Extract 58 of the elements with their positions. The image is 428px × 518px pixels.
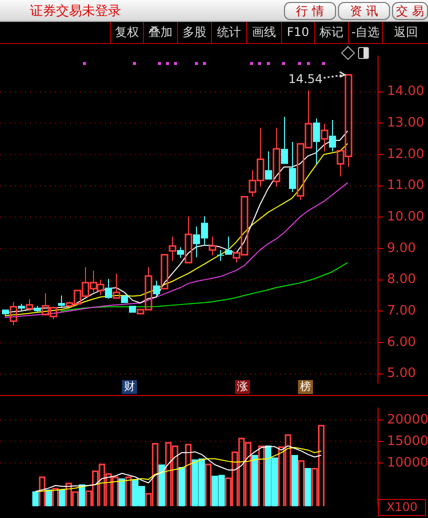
text: 交 易 <box>392 2 428 20</box>
candlestick <box>320 123 328 152</box>
annotation: 14.54 <box>288 72 323 86</box>
candlestick <box>329 120 336 152</box>
candlestick <box>289 141 296 193</box>
text: 标记 <box>314 22 348 43</box>
annotation: 涨 <box>235 380 250 394</box>
candlestick <box>58 294 65 309</box>
y-tick-label: 9.00 <box>387 240 416 256</box>
text: X100 <box>378 499 426 516</box>
text: 行 情 <box>284 2 336 20</box>
candlestick <box>272 127 280 187</box>
candlestick <box>208 236 216 256</box>
annotation: 财 <box>122 380 137 394</box>
candlestick <box>112 273 120 299</box>
y-tick-label: 20000 <box>387 412 428 428</box>
text: -自选 <box>348 22 382 43</box>
y-tick-label: 14.00 <box>387 84 424 100</box>
text: 统计 <box>211 22 246 43</box>
candlestick <box>225 236 232 255</box>
bar <box>32 491 39 506</box>
bar <box>304 468 312 506</box>
y-tick-label: 7.00 <box>387 304 416 319</box>
bar <box>118 478 126 506</box>
candlestick <box>281 116 288 164</box>
y-tick-label: 12.00 <box>387 146 424 162</box>
candlestick <box>184 216 192 264</box>
y-tick-label: 10000 <box>387 455 428 470</box>
candlestick <box>168 236 176 262</box>
candlestick <box>153 280 160 296</box>
y-tick-label: 5.00 <box>387 366 416 382</box>
annotation: 榜 <box>298 380 313 394</box>
text: 画线 <box>246 22 281 43</box>
bar <box>58 489 66 506</box>
y-tick-label: 6.00 <box>387 334 416 350</box>
y-tick-label: 10.00 <box>387 210 424 225</box>
y-tick-label: 13.00 <box>387 116 424 131</box>
bar <box>45 489 52 506</box>
candlestick <box>217 250 224 262</box>
text: F10 <box>281 22 314 43</box>
text: 资 讯 <box>338 2 390 20</box>
chart-title: 证券交易未登录 <box>30 3 121 20</box>
y-tick-label: 15000 <box>387 434 428 449</box>
bar <box>178 467 186 506</box>
bar <box>78 484 86 506</box>
text: 返回 <box>382 22 428 43</box>
text: 多股 <box>177 22 211 43</box>
bar <box>158 464 166 506</box>
y-tick-label: 8.00 <box>387 272 416 288</box>
candlestick <box>265 150 272 180</box>
bar <box>251 454 258 506</box>
y-tick-label: 11.00 <box>387 178 424 194</box>
text: 复权 <box>110 22 143 43</box>
candlestick <box>177 246 184 258</box>
text: 叠加 <box>143 22 177 43</box>
candlestick <box>313 118 320 164</box>
bar <box>291 454 298 506</box>
candlestick <box>2 310 9 316</box>
